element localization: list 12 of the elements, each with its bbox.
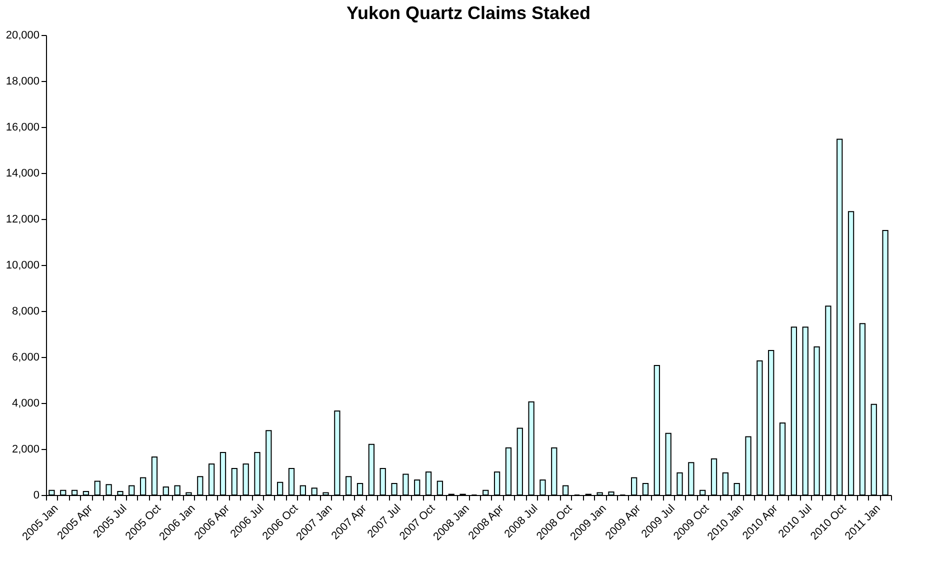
y-tick-label: 20,000 — [6, 30, 40, 42]
y-tick-label: 8,000 — [12, 306, 40, 318]
y-tick-label: 12,000 — [6, 214, 40, 226]
y-tick-label: 4,000 — [12, 398, 40, 410]
y-tick-label: 14,000 — [6, 168, 40, 180]
y-tick-label: 0 — [33, 490, 40, 502]
y-tick-label: 16,000 — [6, 122, 40, 134]
y-tick-label: 6,000 — [12, 352, 40, 364]
y-tick-label: 18,000 — [6, 76, 40, 88]
chart-title: Yukon Quartz Claims Staked — [346, 3, 591, 23]
y-tick-label: 10,000 — [6, 260, 40, 272]
y-tick-label: 2,000 — [12, 444, 40, 456]
